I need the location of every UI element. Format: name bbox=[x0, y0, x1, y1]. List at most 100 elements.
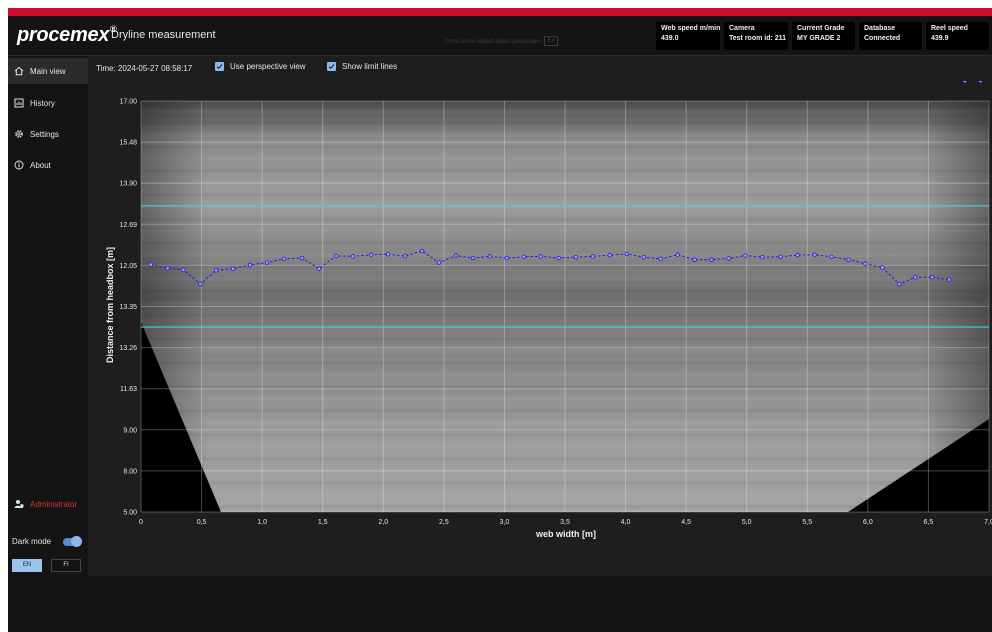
dryline-point bbox=[470, 255, 476, 261]
x-tick-label: 2,0 bbox=[378, 519, 388, 526]
sidebar-item-label: History bbox=[30, 98, 55, 108]
dryline-point bbox=[726, 256, 731, 261]
dryline-point bbox=[962, 81, 967, 84]
lang-en-button[interactable]: EN bbox=[12, 559, 42, 572]
dryline-point bbox=[299, 255, 305, 261]
procemex-logo: procemex® bbox=[17, 24, 117, 47]
toolbar: Time: 2024-05-27 08:58:17 Use perspectiv… bbox=[88, 56, 992, 81]
dryline-point bbox=[658, 256, 663, 262]
dryline-point bbox=[863, 261, 868, 266]
dryline-point bbox=[778, 254, 783, 259]
sidebar: Main view History Settings About Adminis… bbox=[8, 56, 88, 576]
dryline-point bbox=[812, 252, 817, 257]
dryline-point bbox=[675, 252, 680, 257]
sidebar-item-settings[interactable]: Settings bbox=[8, 121, 88, 147]
y-tick-label: 9.00 bbox=[123, 427, 137, 434]
x-tick-label: 6,0 bbox=[863, 519, 873, 526]
dryline-point bbox=[487, 254, 493, 259]
bottom-area bbox=[8, 576, 992, 632]
stat-value: MY GRADE 2 bbox=[797, 35, 841, 42]
x-tick-label: 0,5 bbox=[197, 519, 207, 526]
y-tick-label: 17.00 bbox=[119, 99, 137, 106]
limit-lines-checkbox[interactable]: Show limit lines bbox=[327, 62, 397, 71]
y-tick-label: 5.00 bbox=[123, 510, 137, 517]
stat-current-grade: Current Grade MY GRADE 2 bbox=[792, 22, 855, 50]
limit-lines bbox=[141, 205, 989, 328]
dryline-point bbox=[641, 254, 646, 260]
stat-label: Reel speed bbox=[931, 25, 968, 32]
dryline-point bbox=[402, 253, 408, 259]
dryline-plot: 17.00 15.48 13.90 12.69 12.05 13.35 13.26 11.63… bbox=[88, 81, 992, 576]
y-tick-label: 11.63 bbox=[120, 386, 137, 393]
dryline-point bbox=[978, 81, 983, 84]
dryline-point bbox=[760, 254, 765, 260]
perspective-checkbox[interactable]: Use perspective view bbox=[215, 62, 306, 71]
app-window: procemex® Dryline measurement Press echo… bbox=[8, 8, 992, 576]
dryline-point bbox=[929, 275, 935, 280]
y-tick-label: 8.00 bbox=[123, 468, 137, 475]
dryline-point bbox=[846, 257, 851, 262]
checkbox-checked-icon[interactable] bbox=[215, 62, 224, 71]
dryline-point bbox=[607, 252, 613, 258]
home-icon bbox=[14, 66, 24, 76]
x-axis-label: web width [m] bbox=[535, 529, 596, 539]
left-dark-corner bbox=[141, 322, 221, 512]
web-edge-shade bbox=[141, 101, 989, 512]
dark-mode-toggle[interactable] bbox=[63, 536, 83, 547]
dark-mode-row: Dark mode bbox=[12, 536, 83, 547]
dryline-point bbox=[912, 275, 918, 280]
logo-registered-mark: ® bbox=[110, 24, 117, 34]
y-tick-label: 15.48 bbox=[119, 140, 137, 147]
dryline-point bbox=[247, 262, 253, 268]
chart-axes: 17.00 15.48 13.90 12.69 12.05 13.35 13.26 11.63… bbox=[119, 99, 992, 527]
dryline-point bbox=[590, 254, 596, 259]
y-tick-label: 13.26 bbox=[119, 345, 137, 352]
dryline-point bbox=[436, 260, 442, 265]
info-icon bbox=[14, 160, 24, 170]
lang-fi-button[interactable]: FI bbox=[51, 559, 81, 572]
history-icon bbox=[14, 98, 24, 108]
x-tick-label: 5,0 bbox=[742, 519, 752, 526]
dryline-point bbox=[829, 254, 834, 259]
x-tick-label: 1,5 bbox=[318, 519, 328, 526]
sidebar-item-about[interactable]: About bbox=[8, 152, 88, 178]
dryline-point bbox=[198, 281, 203, 287]
faint-notice-text: Press echo väljäst älässi päsiimäde bbox=[445, 39, 540, 45]
x-tick-label: 2,5 bbox=[439, 519, 449, 526]
stat-label: Current Grade bbox=[797, 25, 845, 32]
stat-label: Database bbox=[864, 25, 896, 32]
user-name: Administrator bbox=[30, 499, 78, 509]
stat-label: Camera bbox=[729, 25, 755, 32]
dryline-point bbox=[709, 257, 714, 262]
stat-label: Web speed m/min bbox=[661, 25, 721, 32]
logo-text: procemex bbox=[17, 24, 110, 46]
stat-value: 439.0 bbox=[661, 35, 679, 42]
stat-web-speed: Web speed m/min 439.0 bbox=[656, 22, 720, 50]
dryline-path bbox=[150, 250, 950, 285]
y-axis-label: Distance from headbox [m] bbox=[105, 247, 115, 363]
dryline-point bbox=[181, 267, 186, 273]
dryline-point bbox=[521, 254, 527, 259]
x-tick-label: 4,0 bbox=[621, 519, 631, 526]
x-tick-label: 7,0 bbox=[984, 519, 992, 526]
faint-notice-button[interactable]: Ex bbox=[544, 36, 558, 46]
dryline-point bbox=[230, 266, 236, 271]
dryline-point bbox=[264, 260, 270, 265]
x-tick-label: 3,0 bbox=[500, 519, 510, 526]
y-tick-label: 13.90 bbox=[119, 181, 137, 188]
dryline-point bbox=[333, 253, 339, 259]
user-administrator[interactable]: Administrator bbox=[14, 499, 77, 509]
stat-value: 439.9 bbox=[931, 35, 949, 42]
y-tick-label: 12.05 bbox=[119, 263, 137, 270]
app-title: Dryline measurement bbox=[111, 29, 216, 41]
stat-camera: Camera Test room id: 211 bbox=[724, 22, 788, 50]
dryline-point bbox=[350, 254, 356, 259]
checkbox-checked-icon[interactable] bbox=[327, 62, 336, 71]
dryline-point bbox=[556, 255, 562, 261]
dryline-point bbox=[385, 252, 391, 257]
sidebar-item-history[interactable]: History bbox=[8, 90, 88, 116]
sidebar-item-main-view[interactable]: Main view bbox=[8, 58, 88, 84]
dryline-point bbox=[624, 251, 629, 257]
dark-mode-label: Dark mode bbox=[12, 537, 52, 546]
x-tick-label: 5,5 bbox=[802, 519, 812, 526]
